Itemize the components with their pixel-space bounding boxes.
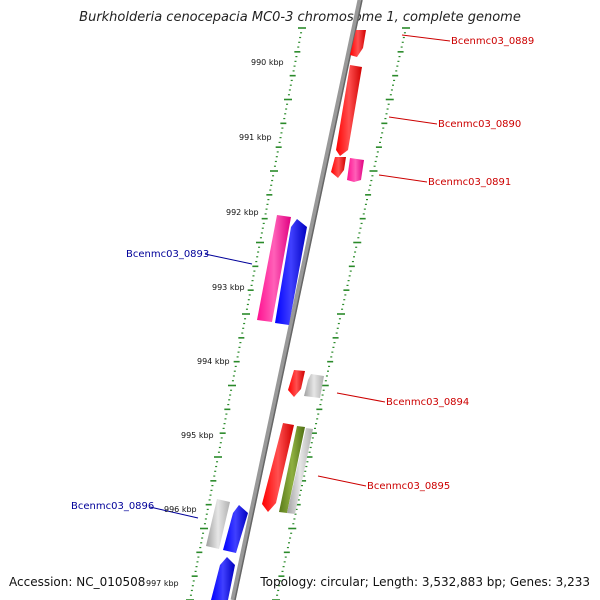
ruler-tick-label: 991 kbp [239, 133, 272, 142]
gene-feature-0893-blue[interactable] [275, 219, 307, 325]
chromosome-backbone [230, 0, 363, 600]
gene-label-0893[interactable]: Bcenmc03_0893 [126, 249, 209, 260]
gene-feature-0889[interactable] [350, 30, 366, 57]
gene-feature-0895-green[interactable] [279, 426, 305, 513]
ruler-tick-label: 995 kbp [181, 431, 214, 440]
ruler-tick-label: 993 kbp [212, 283, 245, 292]
gene-feature-0897-blue[interactable] [211, 557, 235, 600]
gene-label-0895[interactable]: Bcenmc03_0895 [367, 481, 450, 492]
chromosome-backbone-shadow [234, 0, 363, 600]
label-leader-lines [149, 34, 451, 519]
gene-label-0896[interactable]: Bcenmc03_0896 [71, 501, 154, 512]
ruler-tick-label: 996 kbp [164, 505, 197, 514]
map-title: Burkholderia cenocepacia MC0-3 chromosom… [79, 10, 521, 25]
gene-feature-0894-red[interactable] [288, 370, 305, 397]
gene-label-0891[interactable]: Bcenmc03_0891 [428, 177, 511, 188]
gene-feature-0890[interactable] [336, 65, 362, 156]
gene-feature-0895[interactable] [287, 428, 313, 514]
ruler-tick-label: 997 kbp [146, 579, 179, 588]
gene-feature-0891a[interactable] [331, 157, 346, 178]
accession-text: Accession: NC_010508 [9, 575, 146, 589]
gene-feature-0896-blue[interactable] [223, 505, 248, 553]
gene-label-0894[interactable]: Bcenmc03_0894 [386, 397, 469, 408]
gene-feature-0895-red[interactable] [262, 423, 294, 512]
gene-feature-0893[interactable] [257, 215, 291, 322]
gene-label-0890[interactable]: Bcenmc03_0890 [438, 119, 521, 130]
ruler [186, 27, 410, 600]
ruler-tick-label: 990 kbp [251, 58, 284, 67]
gene-feature-0891[interactable] [347, 158, 364, 182]
ruler-tick-label: 994 kbp [197, 357, 230, 366]
gene-feature-0894[interactable] [304, 374, 324, 398]
gene-feature-0896[interactable] [206, 499, 230, 549]
topology-text: Topology: circular; Length: 3,532,883 bp… [260, 575, 590, 589]
gene-features [206, 30, 366, 600]
gene-label-0889[interactable]: Bcenmc03_0889 [451, 36, 534, 47]
ruler-tick-label: 992 kbp [226, 208, 259, 217]
